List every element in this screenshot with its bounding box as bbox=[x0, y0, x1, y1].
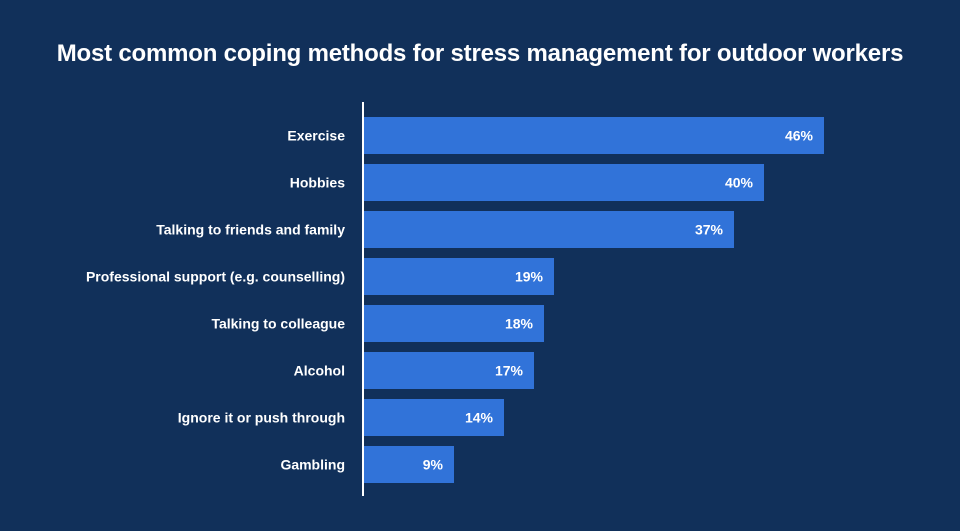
category-label: Professional support (e.g. counselling) bbox=[86, 269, 345, 285]
data-label: 9% bbox=[423, 457, 444, 473]
category-label: Ignore it or push through bbox=[178, 410, 345, 426]
data-label: 18% bbox=[505, 316, 534, 332]
category-label: Talking to friends and family bbox=[156, 222, 345, 238]
bar bbox=[364, 352, 534, 389]
category-label: Alcohol bbox=[294, 363, 345, 379]
data-label: 37% bbox=[695, 222, 724, 238]
bar bbox=[364, 399, 504, 436]
category-label: Gambling bbox=[280, 457, 345, 473]
bar bbox=[364, 258, 554, 295]
data-label: 17% bbox=[495, 363, 524, 379]
data-label: 19% bbox=[515, 269, 544, 285]
category-label: Talking to colleague bbox=[211, 316, 345, 332]
bar bbox=[364, 446, 454, 483]
chart-title: Most common coping methods for stress ma… bbox=[56, 40, 904, 67]
bar bbox=[364, 164, 764, 201]
bar bbox=[364, 117, 824, 154]
data-label: 14% bbox=[465, 410, 494, 426]
data-label: 40% bbox=[725, 175, 754, 191]
category-label: Exercise bbox=[287, 128, 345, 144]
data-label: 46% bbox=[785, 128, 814, 144]
bar bbox=[364, 305, 544, 342]
bar bbox=[364, 211, 734, 248]
category-label: Hobbies bbox=[290, 175, 345, 191]
